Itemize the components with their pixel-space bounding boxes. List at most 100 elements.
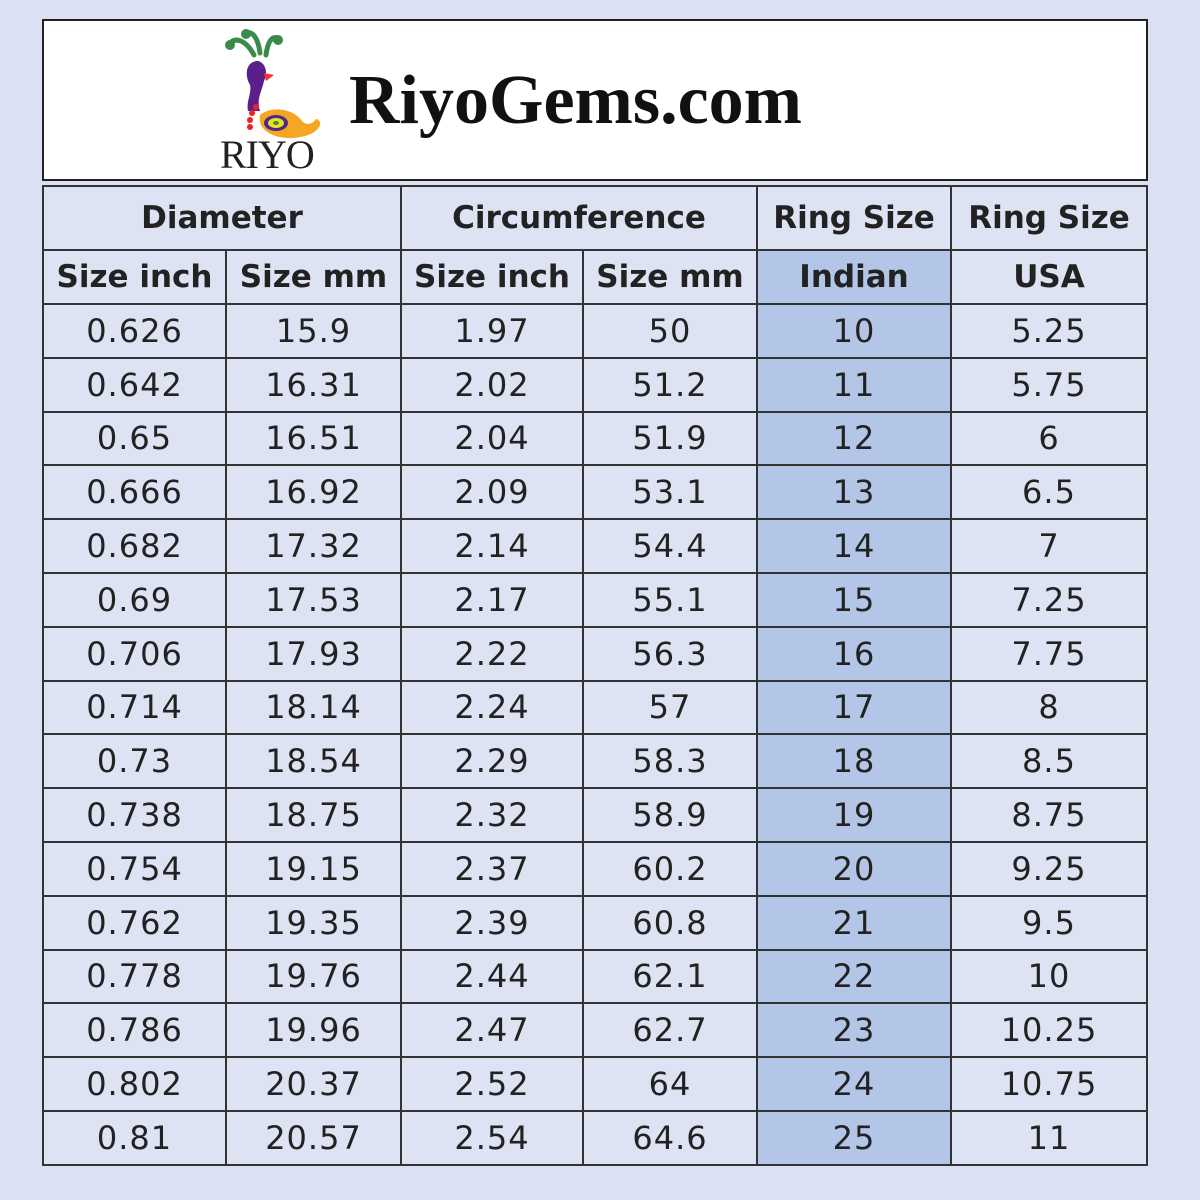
cell-ring-size-indian: 18 bbox=[756, 733, 952, 790]
cell-diameter-inch: 0.666 bbox=[42, 464, 227, 521]
cell-circumference-inch: 2.24 bbox=[400, 679, 584, 736]
cell-diameter-mm: 18.75 bbox=[225, 787, 402, 843]
table-row: 0.73 18.54 2.29 58.3 18 8.5 bbox=[42, 733, 1148, 790]
cell-ring-size-indian: 25 bbox=[756, 1109, 952, 1166]
cell-diameter-mm: 19.35 bbox=[225, 894, 402, 951]
table-row: 0.65 16.51 2.04 51.9 12 6 bbox=[42, 410, 1148, 467]
cell-diameter-inch: 0.69 bbox=[42, 571, 227, 628]
table-row: 0.762 19.35 2.39 60.8 21 9.5 bbox=[42, 894, 1148, 951]
cell-diameter-mm: 18.14 bbox=[225, 679, 402, 736]
table-row: 0.802 20.37 2.52 64 24 10.75 bbox=[42, 1056, 1148, 1112]
cell-circumference-inch: 1.97 bbox=[400, 303, 584, 359]
cell-ring-size-usa: 8 bbox=[950, 679, 1148, 736]
cell-circumference-mm: 50 bbox=[582, 303, 758, 359]
table-row: 0.81 20.57 2.54 64.6 25 11 bbox=[42, 1109, 1148, 1166]
cell-ring-size-indian: 24 bbox=[756, 1056, 952, 1112]
cell-diameter-inch: 0.714 bbox=[42, 679, 227, 736]
cell-ring-size-usa: 7.75 bbox=[950, 625, 1148, 682]
cell-circumference-inch: 2.29 bbox=[400, 733, 584, 790]
cell-diameter-mm: 17.32 bbox=[225, 518, 402, 574]
cell-diameter-inch: 0.81 bbox=[42, 1109, 227, 1166]
cell-circumference-inch: 2.17 bbox=[400, 571, 584, 628]
cell-circumference-inch: 2.54 bbox=[400, 1109, 584, 1166]
cell-circumference-inch: 2.09 bbox=[400, 464, 584, 521]
table-row: 0.642 16.31 2.02 51.2 11 5.75 bbox=[42, 356, 1148, 413]
cell-circumference-inch: 2.14 bbox=[400, 518, 584, 574]
cell-circumference-mm: 51.9 bbox=[582, 410, 758, 467]
cell-ring-size-usa: 6.5 bbox=[950, 464, 1148, 521]
cell-circumference-mm: 56.3 bbox=[582, 625, 758, 682]
cell-circumference-inch: 2.37 bbox=[400, 840, 584, 897]
cell-ring-size-usa: 10 bbox=[950, 948, 1148, 1005]
cell-circumference-mm: 57 bbox=[582, 679, 758, 736]
cell-circumference-inch: 2.44 bbox=[400, 948, 584, 1005]
cell-ring-size-indian: 20 bbox=[756, 840, 952, 897]
peacock-logo-icon bbox=[225, 29, 321, 139]
cell-diameter-inch: 0.754 bbox=[42, 840, 227, 897]
cell-ring-size-usa: 9.25 bbox=[950, 840, 1148, 897]
subheader-circumference-mm: Size mm bbox=[582, 249, 758, 305]
cell-diameter-inch: 0.682 bbox=[42, 518, 227, 574]
cell-ring-size-indian: 12 bbox=[756, 410, 952, 467]
cell-diameter-mm: 16.92 bbox=[225, 464, 402, 521]
cell-diameter-mm: 16.31 bbox=[225, 356, 402, 413]
subheader-diameter-inch: Size inch bbox=[42, 249, 227, 305]
cell-circumference-mm: 53.1 bbox=[582, 464, 758, 521]
cell-diameter-mm: 19.76 bbox=[225, 948, 402, 1005]
cell-ring-size-usa: 9.5 bbox=[950, 894, 1148, 951]
cell-circumference-mm: 58.3 bbox=[582, 733, 758, 790]
table-row: 0.706 17.93 2.22 56.3 16 7.75 bbox=[42, 625, 1148, 682]
subheader-diameter-mm: Size mm bbox=[225, 249, 402, 305]
cell-circumference-mm: 55.1 bbox=[582, 571, 758, 628]
header-banner: RIYO RiyoGems.com bbox=[42, 19, 1148, 181]
cell-ring-size-usa: 10.25 bbox=[950, 1002, 1148, 1059]
cell-circumference-mm: 60.2 bbox=[582, 840, 758, 897]
cell-circumference-mm: 64.6 bbox=[582, 1109, 758, 1166]
header-ring-size-indian: Ring Size bbox=[756, 185, 952, 251]
cell-diameter-mm: 17.93 bbox=[225, 625, 402, 682]
cell-ring-size-indian: 22 bbox=[756, 948, 952, 1005]
table-row: 0.778 19.76 2.44 62.1 22 10 bbox=[42, 948, 1148, 1005]
cell-ring-size-usa: 10.75 bbox=[950, 1056, 1148, 1112]
cell-circumference-mm: 62.7 bbox=[582, 1002, 758, 1059]
cell-diameter-mm: 20.37 bbox=[225, 1056, 402, 1112]
cell-diameter-mm: 19.96 bbox=[225, 1002, 402, 1059]
cell-diameter-inch: 0.786 bbox=[42, 1002, 227, 1059]
cell-ring-size-usa: 6 bbox=[950, 410, 1148, 467]
cell-diameter-inch: 0.778 bbox=[42, 948, 227, 1005]
cell-circumference-mm: 51.2 bbox=[582, 356, 758, 413]
cell-ring-size-indian: 11 bbox=[756, 356, 952, 413]
cell-diameter-inch: 0.738 bbox=[42, 787, 227, 843]
table-row: 0.682 17.32 2.14 54.4 14 7 bbox=[42, 518, 1148, 574]
table-row: 0.666 16.92 2.09 53.1 13 6.5 bbox=[42, 464, 1148, 521]
cell-circumference-inch: 2.39 bbox=[400, 894, 584, 951]
cell-diameter-inch: 0.762 bbox=[42, 894, 227, 951]
cell-ring-size-indian: 14 bbox=[756, 518, 952, 574]
cell-ring-size-usa: 8.75 bbox=[950, 787, 1148, 843]
header-diameter: Diameter bbox=[42, 185, 402, 251]
table-row: 0.714 18.14 2.24 57 17 8 bbox=[42, 679, 1148, 736]
cell-circumference-inch: 2.47 bbox=[400, 1002, 584, 1059]
cell-circumference-mm: 64 bbox=[582, 1056, 758, 1112]
cell-diameter-inch: 0.706 bbox=[42, 625, 227, 682]
cell-ring-size-indian: 23 bbox=[756, 1002, 952, 1059]
cell-ring-size-usa: 5.25 bbox=[950, 303, 1148, 359]
logo-text: RIYO bbox=[220, 132, 315, 177]
subheader-circumference-inch: Size inch bbox=[400, 249, 584, 305]
cell-diameter-inch: 0.642 bbox=[42, 356, 227, 413]
table-row: 0.738 18.75 2.32 58.9 19 8.75 bbox=[42, 787, 1148, 843]
cell-ring-size-indian: 17 bbox=[756, 679, 952, 736]
table-row: 0.69 17.53 2.17 55.1 15 7.25 bbox=[42, 571, 1148, 628]
subheader-indian: Indian bbox=[756, 249, 952, 305]
cell-diameter-mm: 18.54 bbox=[225, 733, 402, 790]
cell-diameter-inch: 0.626 bbox=[42, 303, 227, 359]
cell-diameter-mm: 15.9 bbox=[225, 303, 402, 359]
cell-circumference-mm: 58.9 bbox=[582, 787, 758, 843]
cell-diameter-inch: 0.65 bbox=[42, 410, 227, 467]
header-ring-size-usa: Ring Size bbox=[950, 185, 1148, 251]
cell-circumference-inch: 2.22 bbox=[400, 625, 584, 682]
table-row: 0.786 19.96 2.47 62.7 23 10.25 bbox=[42, 1002, 1148, 1059]
table-row: 0.754 19.15 2.37 60.2 20 9.25 bbox=[42, 840, 1148, 897]
site-title: RiyoGems.com bbox=[349, 62, 802, 139]
cell-ring-size-indian: 21 bbox=[756, 894, 952, 951]
